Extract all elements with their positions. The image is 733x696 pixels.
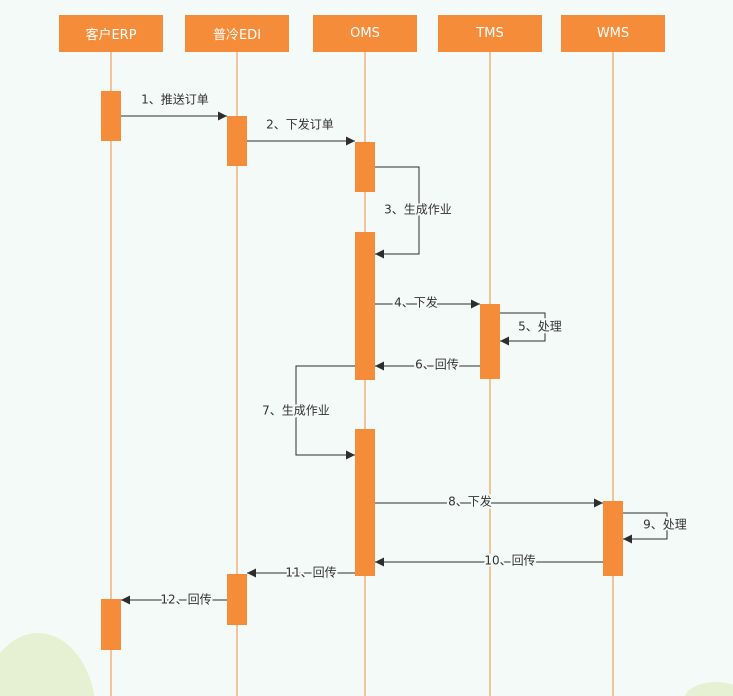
message-label-1: 1、推送订单 [141,92,209,107]
background-blob-right [684,682,733,696]
message-label-2: 2、下发订单 [266,117,334,132]
activation-bar-edi-8 [227,574,247,625]
message-arrow-9 [623,512,668,544]
participant-wms: WMS [561,15,665,52]
message-label-6: 6、回传 [415,357,459,372]
message-label-5: 5、处理 [518,320,562,334]
participant-oms: OMS [313,15,417,52]
activation-bar-oms-3 [355,142,375,192]
message-label-12: 12、回传 [160,592,211,607]
message-label-7: 7、生成作业 [262,404,330,418]
message-arrow-5 [500,312,546,346]
activation-bar-oms-4 [355,232,375,380]
activation-bar-erp-1 [101,91,121,141]
activation-bar-tms-5 [480,304,500,379]
activation-bar-edi-2 [227,116,247,166]
message-label-8: 8、下发 [448,494,492,509]
message-label-11: 11、回传 [285,565,336,580]
background-blob-left [0,633,95,696]
message-label-10: 10、回传 [484,553,535,568]
message-arrow-3 [375,166,420,259]
participant-tms: TMS [438,15,542,52]
message-label-4: 4、下发 [394,295,438,310]
activation-bar-erp-9 [101,599,121,650]
activation-bar-wms-7 [603,501,623,576]
message-label-3: 3、生成作业 [384,203,452,217]
activation-bar-oms-6 [355,429,375,576]
participant-edi: 普冷EDI [185,15,289,52]
participant-erp: 客户ERP [59,15,163,52]
message-label-9: 9、处理 [643,518,687,532]
message-arrow-7 [295,365,355,460]
